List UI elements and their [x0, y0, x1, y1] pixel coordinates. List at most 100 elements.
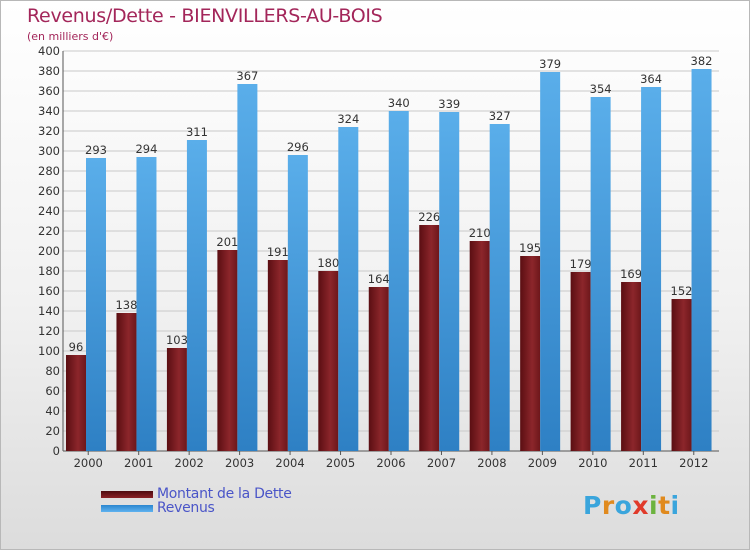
data-label-revenus: 296 — [287, 140, 309, 154]
bar-dette — [520, 256, 541, 451]
y-tick-label: 80 — [45, 364, 60, 378]
bar-dette — [621, 282, 642, 451]
data-label-dette: 191 — [267, 245, 289, 259]
data-label-revenus: 379 — [539, 57, 561, 71]
bar-dette — [570, 272, 591, 451]
bar-revenus — [540, 72, 561, 451]
data-label-dette: 152 — [671, 284, 693, 298]
legend: Montant de la Dette Revenus — [101, 486, 292, 516]
x-tick-label: 2007 — [427, 456, 456, 470]
x-tick-label: 2005 — [326, 456, 355, 470]
bar-revenus — [287, 155, 308, 451]
bar-revenus — [590, 97, 611, 451]
y-tick-label: 340 — [38, 104, 60, 118]
y-tick-label: 280 — [38, 164, 60, 178]
data-label-dette: 164 — [368, 272, 390, 286]
data-label-revenus: 367 — [236, 69, 258, 83]
y-tick-label: 260 — [38, 184, 60, 198]
data-label-revenus: 293 — [85, 143, 107, 157]
y-tick-label: 300 — [38, 144, 60, 158]
x-tick-label: 2011 — [629, 456, 658, 470]
y-tick-label: 180 — [38, 264, 60, 278]
bar-revenus — [136, 157, 157, 451]
y-tick-label: 320 — [38, 124, 60, 138]
legend-label-dette: Montant de la Dette — [157, 486, 292, 502]
bar-revenus — [86, 158, 106, 451]
legend-item-revenus: Revenus — [101, 500, 292, 516]
y-tick-label: 380 — [38, 64, 60, 78]
logo-letter: x — [632, 491, 649, 520]
data-label-revenus: 364 — [640, 72, 662, 86]
logo-letter: t — [658, 491, 671, 520]
bar-dette — [469, 241, 490, 451]
y-tick-label: 100 — [38, 344, 60, 358]
bar-dette — [671, 299, 692, 451]
logo-letter: r — [601, 491, 615, 520]
x-tick-label: 2009 — [528, 456, 557, 470]
bar-dette — [318, 271, 339, 451]
proxiti-logo: Proxiti — [583, 491, 680, 520]
x-tick-label: 2010 — [578, 456, 607, 470]
data-label-revenus: 327 — [489, 109, 511, 123]
bar-dette — [116, 313, 137, 451]
x-tick-label: 2008 — [477, 456, 506, 470]
x-tick-label: 2004 — [275, 456, 304, 470]
legend-label-revenus: Revenus — [157, 500, 215, 516]
bar-dette — [267, 260, 288, 451]
y-tick-label: 40 — [45, 404, 60, 418]
data-label-dette: 210 — [469, 226, 491, 240]
data-label-revenus: 324 — [337, 112, 359, 126]
data-label-dette: 179 — [570, 257, 592, 271]
data-label-dette: 138 — [115, 298, 137, 312]
y-tick-label: 240 — [38, 204, 60, 218]
data-label-revenus: 339 — [438, 97, 460, 111]
data-label-dette: 201 — [216, 235, 238, 249]
bar-dette — [166, 348, 187, 451]
y-tick-label: 160 — [38, 284, 60, 298]
data-label-dette: 226 — [418, 210, 440, 224]
x-tick-label: 2006 — [376, 456, 405, 470]
y-tick-label: 140 — [38, 304, 60, 318]
y-tick-label: 220 — [38, 224, 60, 238]
bar-dette — [66, 355, 86, 451]
data-label-dette: 195 — [519, 241, 541, 255]
logo-letter: i — [670, 491, 680, 520]
x-tick-label: 2012 — [679, 456, 708, 470]
y-tick-label: 360 — [38, 84, 60, 98]
logo-letter: o — [614, 491, 633, 520]
bar-dette — [419, 225, 440, 451]
data-label-revenus: 311 — [186, 125, 208, 139]
x-tick-label: 2000 — [74, 456, 103, 470]
data-label-revenus: 354 — [590, 82, 612, 96]
legend-swatch-revenus — [101, 504, 153, 512]
y-tick-label: 200 — [38, 244, 60, 258]
bar-revenus — [338, 127, 359, 451]
bar-revenus — [388, 111, 409, 451]
y-tick-label: 0 — [53, 444, 60, 458]
bar-revenus — [691, 69, 712, 451]
legend-item-dette: Montant de la Dette — [101, 486, 292, 502]
bar-dette — [217, 250, 238, 451]
data-label-revenus: 294 — [135, 142, 157, 156]
logo-letter: P — [583, 491, 602, 520]
data-label-dette: 103 — [166, 333, 188, 347]
chart-title: Revenus/Dette - BIENVILLERS-AU-BOIS — [27, 5, 383, 27]
x-tick-label: 2002 — [175, 456, 204, 470]
x-tick-label: 2003 — [225, 456, 254, 470]
bar-revenus — [237, 84, 258, 451]
legend-swatch-dette — [101, 490, 153, 498]
y-tick-label: 20 — [45, 424, 60, 438]
data-label-dette: 96 — [69, 340, 84, 354]
bar-revenus — [641, 87, 662, 451]
data-label-dette: 180 — [317, 256, 339, 270]
x-tick-label: 2001 — [124, 456, 153, 470]
data-label-revenus: 340 — [388, 96, 410, 110]
y-tick-label: 60 — [45, 384, 60, 398]
bar-revenus — [439, 112, 460, 451]
bar-dette — [368, 287, 389, 451]
bar-revenus — [489, 124, 510, 451]
bar-revenus — [186, 140, 207, 451]
y-tick-label: 120 — [38, 324, 60, 338]
